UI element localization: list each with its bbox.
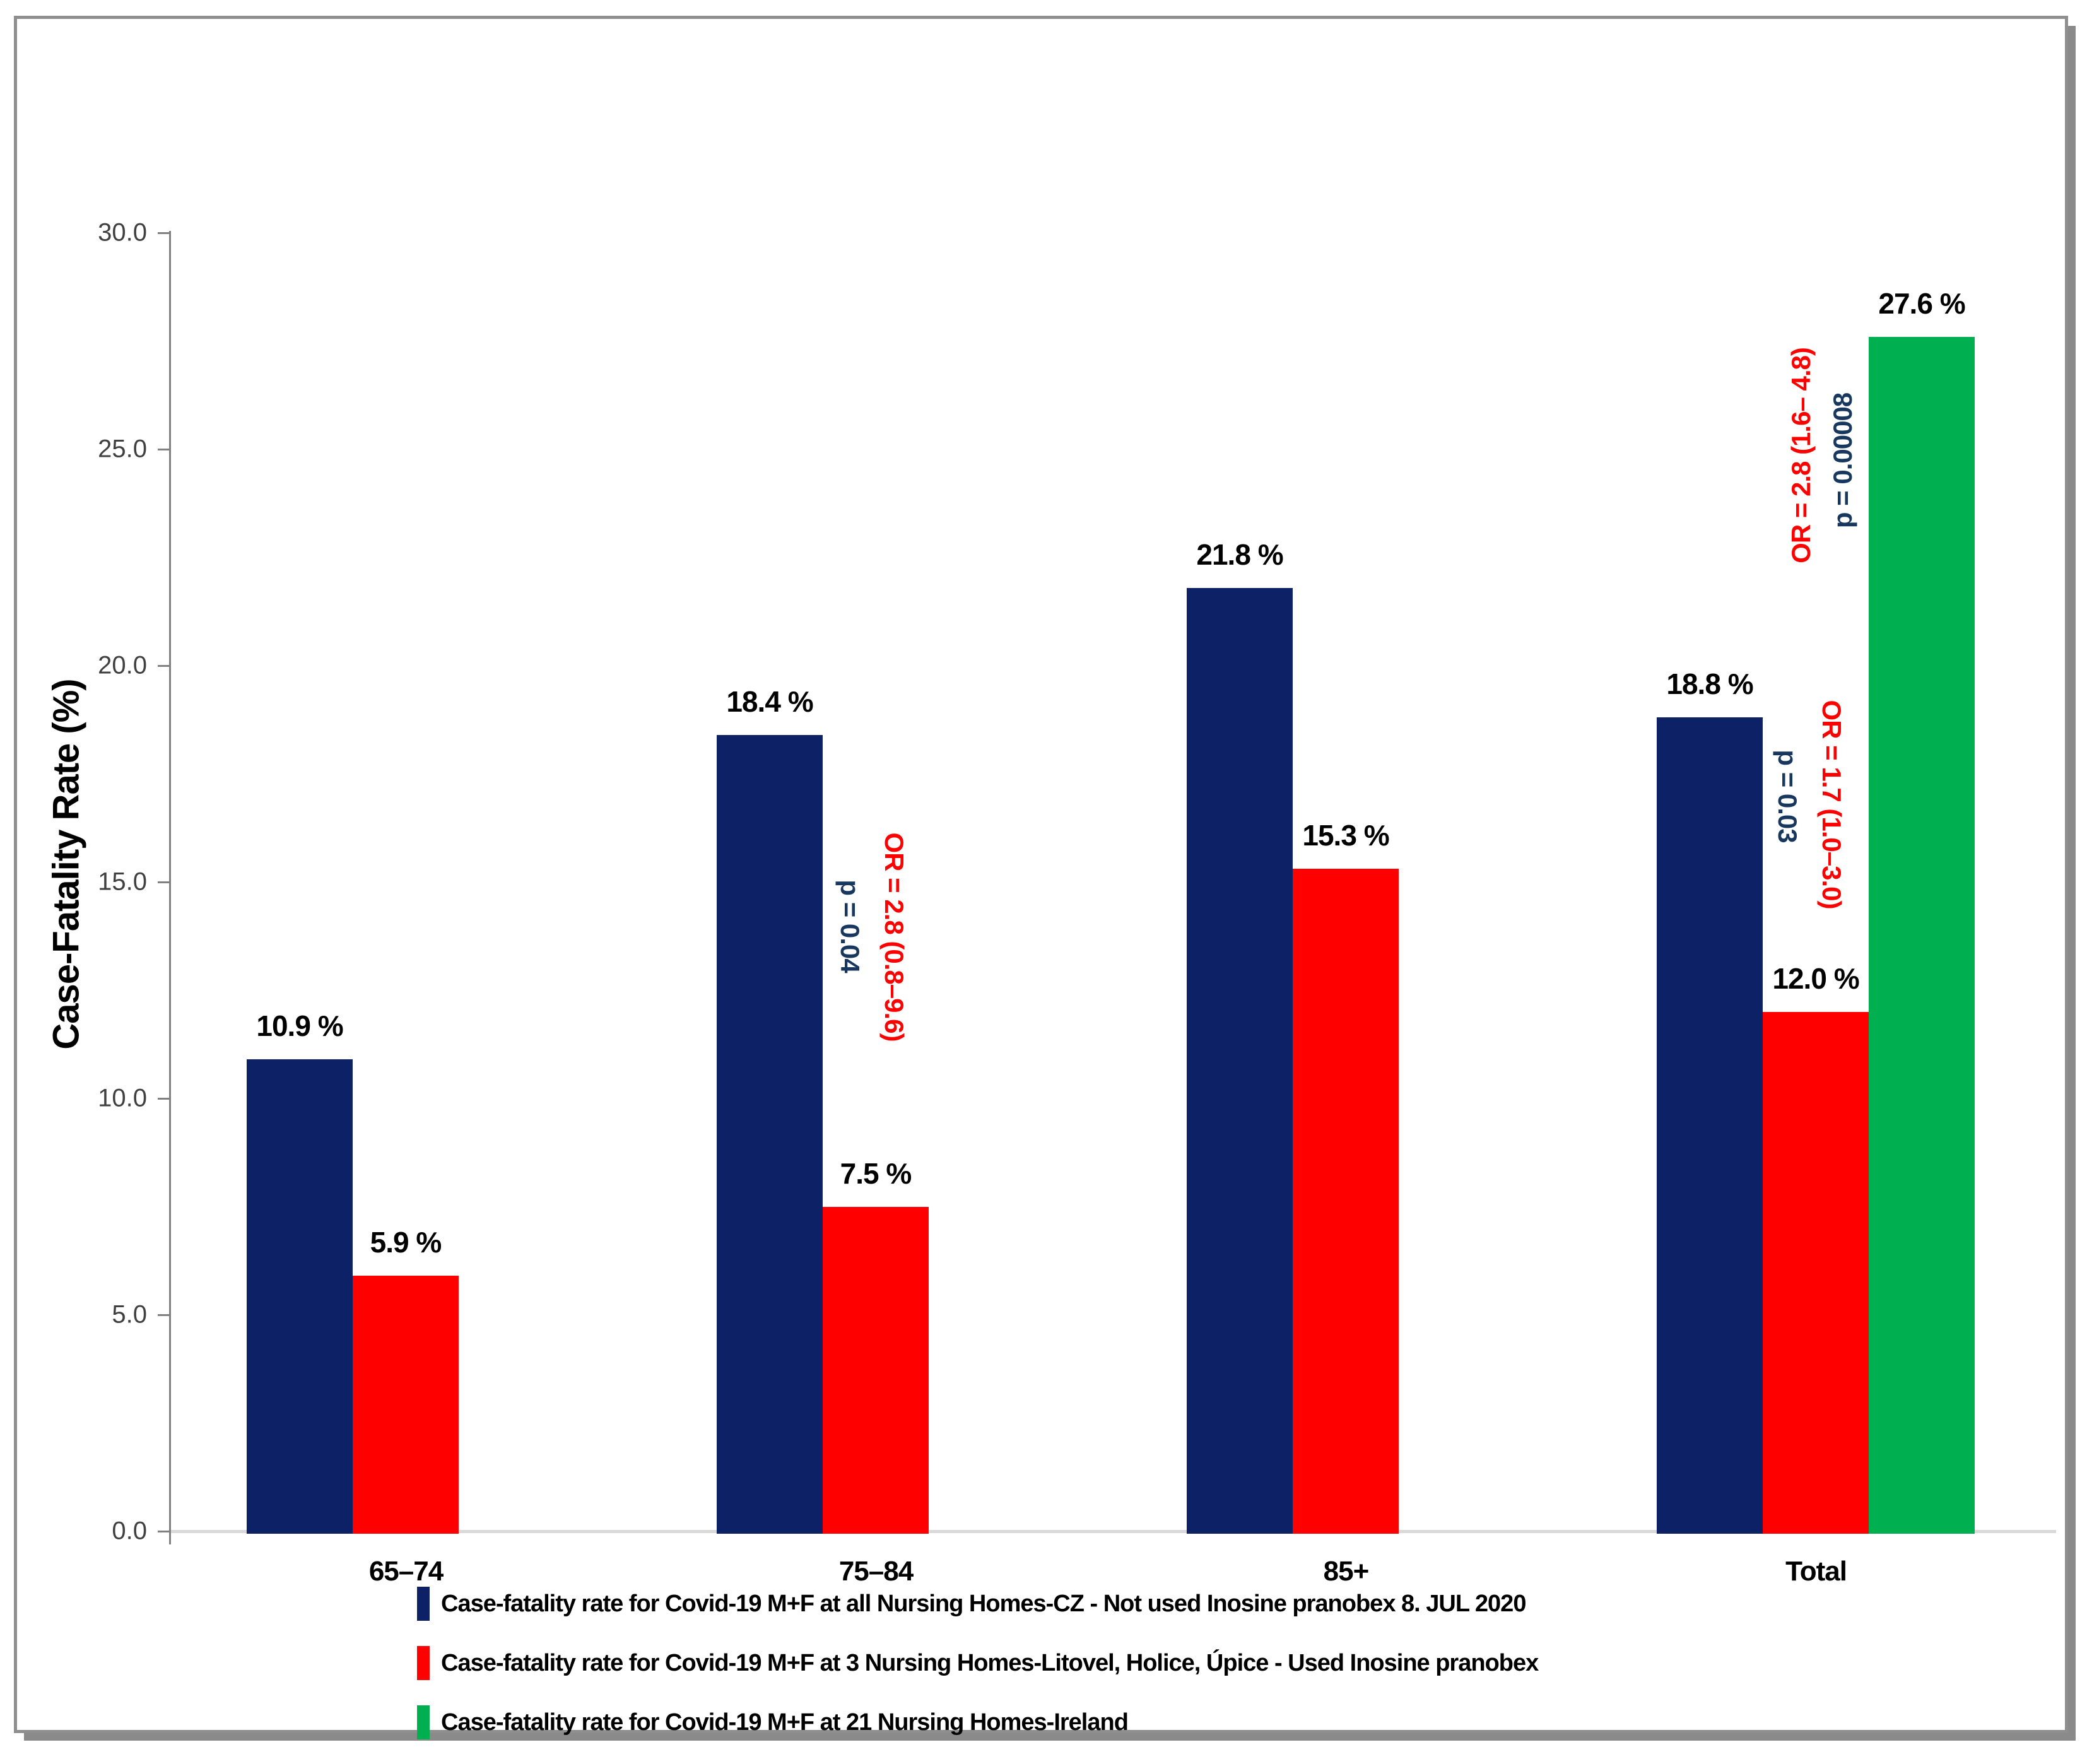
y-tick-label: 0.0 [112, 1517, 147, 1545]
value-label-litovel-holice-upice-used-inosine-85+: 15.3 % [1302, 819, 1389, 852]
x-axis-baseline [171, 1530, 2056, 1533]
bar-cz-not-used-inosine-Total [1657, 717, 1763, 1534]
legend-swatch-red [417, 1646, 430, 1680]
bar-cz-not-used-inosine-75–84 [717, 734, 823, 1534]
value-label-cz-not-used-inosine-Total: 18.8 % [1666, 667, 1753, 701]
annotation-p-total-red: p = 0.03 [1773, 750, 1802, 843]
y-tick-mark [158, 1314, 169, 1316]
y-tick-label: 10.0 [98, 1084, 147, 1112]
y-axis-line [169, 231, 171, 1544]
y-axis-title: Case-Fatality Rate (%) [45, 679, 87, 1050]
y-tick-mark [158, 232, 169, 234]
annotation-or-total-red: OR = 1.7 (1.0–3.0) [1817, 700, 1847, 909]
case-fatality-bar-chart: Case-Fatality Rate (%) 30.0 25.0 20.0 15.0 1… [17, 19, 2065, 1739]
legend: Case-fatality rate for Covid-19 M+F at a… [417, 1586, 1539, 1764]
bar-litovel-holice-upice-used-inosine-75–84 [823, 1206, 929, 1534]
y-tick-mark [158, 1531, 169, 1532]
bar-cz-not-used-inosine-65–74 [247, 1059, 353, 1534]
legend-item-ireland: Case-fatality rate for Covid-19 M+F at 2… [417, 1705, 1538, 1740]
y-tick-mark [158, 1098, 169, 1100]
bar-litovel-holice-upice-used-inosine-Total [1763, 1011, 1869, 1534]
bar-litovel-holice-upice-used-inosine-65–74 [353, 1276, 459, 1534]
legend-label-inosine: Case-fatality rate for Covid-19 M+F at 3… [441, 1649, 1539, 1676]
annotation-p-total-green: p = 0.00008 [1828, 392, 1857, 529]
legend-swatch-navy [417, 1587, 430, 1621]
legend-swatch-green [417, 1705, 430, 1739]
bar-litovel-holice-upice-used-inosine-85+ [1293, 869, 1399, 1534]
value-label-cz-not-used-inosine-85+: 21.8 % [1196, 538, 1283, 571]
y-tick-mark [158, 881, 169, 883]
y-tick-label: 25.0 [98, 435, 147, 463]
y-tick-mark [158, 449, 169, 450]
y-tick-label: 5.0 [112, 1300, 147, 1329]
value-label-ireland-21-nursing-homes-Total: 27.6 % [1878, 286, 1965, 320]
annotation-or-total-green: OR = 2.8 (1.6– 4.8) [1786, 348, 1816, 563]
y-tick-label: 20.0 [98, 651, 147, 679]
legend-item-inosine: Case-fatality rate for Covid-19 M+F at 3… [417, 1645, 1539, 1681]
value-label-litovel-holice-upice-used-inosine-75–84: 7.5 % [840, 1156, 912, 1190]
legend-label-ireland: Case-fatality rate for Covid-19 M+F at 2… [441, 1708, 1129, 1736]
x-category-label-65–74: 65–74 [368, 1556, 444, 1587]
value-label-cz-not-used-inosine-65–74: 10.9 % [256, 1009, 343, 1043]
chart-frame: Case-Fatality Rate (%) 30.0 25.0 20.0 15.0 1… [14, 16, 2068, 1739]
legend-label-cz: Case-fatality rate for Covid-19 M+F at a… [441, 1590, 1526, 1617]
legend-item-cz: Case-fatality rate for Covid-19 M+F at a… [417, 1586, 1538, 1621]
y-tick-mark [158, 665, 169, 667]
x-category-label-Total: Total [1785, 1556, 1847, 1587]
x-category-label-85+: 85+ [1323, 1556, 1370, 1587]
value-label-cz-not-used-inosine-75–84: 18.4 % [726, 685, 813, 718]
bar-ireland-21-nursing-homes-Total [1869, 336, 1975, 1534]
annotation-p-75-84: p = 0.04 [835, 879, 865, 973]
y-tick-label: 15.0 [98, 867, 147, 896]
value-label-litovel-holice-upice-used-inosine-65–74: 5.9 % [370, 1226, 442, 1259]
annotation-or-75-84: OR = 2.8 (0.8–9.6) [879, 832, 909, 1042]
value-label-litovel-holice-upice-used-inosine-Total: 12.0 % [1772, 961, 1859, 995]
x-category-label-75–84: 75–84 [838, 1556, 914, 1587]
y-tick-label: 30.0 [98, 218, 147, 247]
bar-cz-not-used-inosine-85+ [1187, 587, 1293, 1534]
